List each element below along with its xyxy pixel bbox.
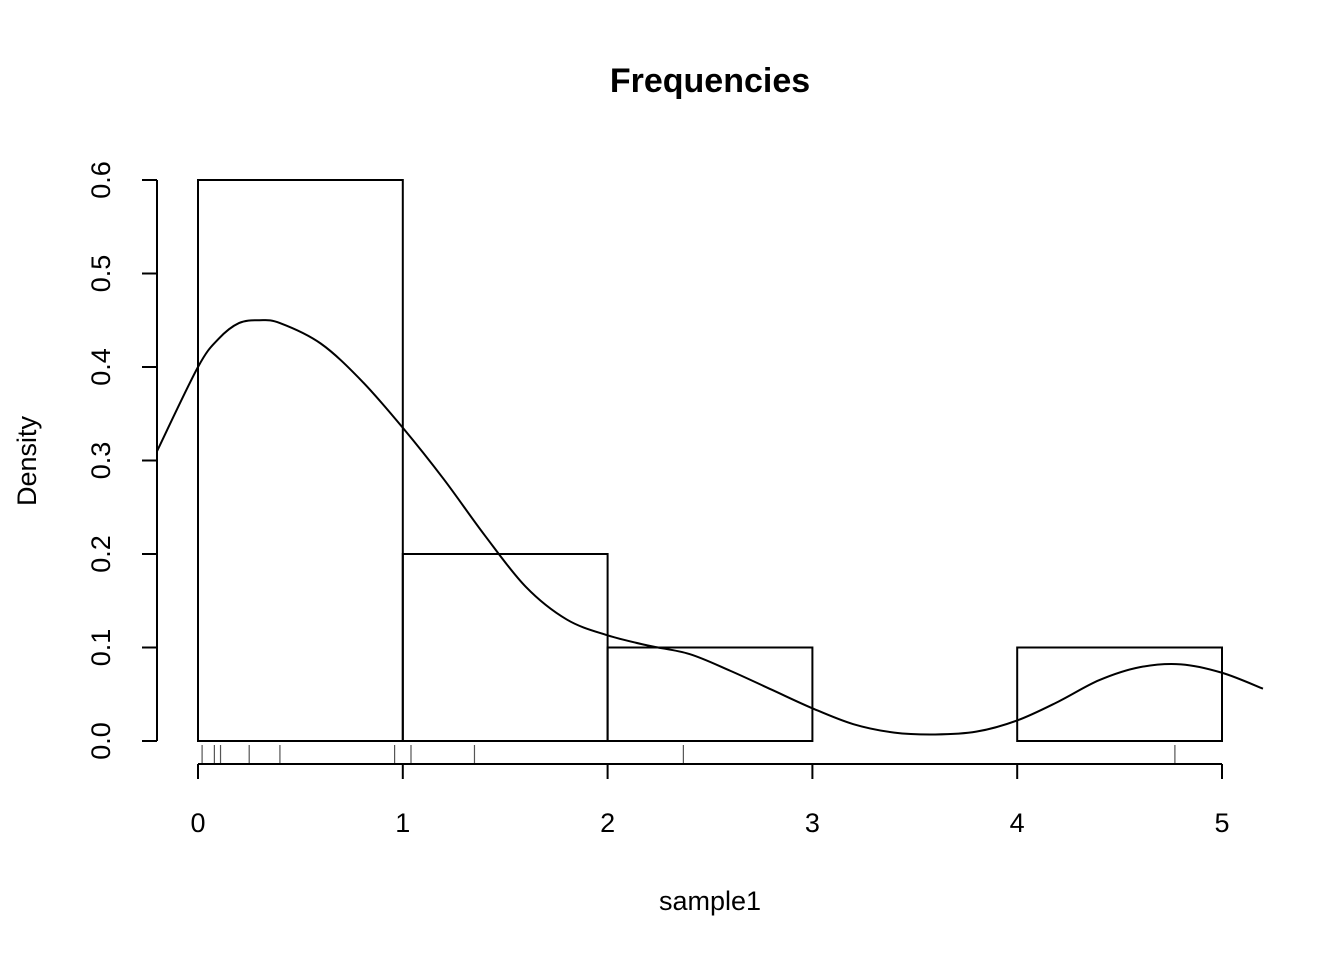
y-tick-label: 0.2 — [86, 535, 116, 573]
x-tick-label: 1 — [395, 808, 410, 838]
x-tick-label: 3 — [805, 808, 820, 838]
y-tick-label: 0.0 — [86, 722, 116, 760]
y-tick-label: 0.4 — [86, 348, 116, 386]
y-tick-label: 0.5 — [86, 255, 116, 293]
y-tick-label: 0.6 — [86, 161, 116, 199]
x-tick-label: 2 — [600, 808, 615, 838]
x-axis-label: sample1 — [659, 886, 761, 916]
x-tick-label: 0 — [190, 808, 205, 838]
density-curve-layer — [157, 319, 1264, 736]
y-tick-label: 0.3 — [86, 442, 116, 480]
y-axis: 0.0 0.1 0.2 0.3 0.4 0.5 0.6 — [86, 161, 158, 760]
x-tick-label: 5 — [1214, 808, 1229, 838]
histogram-bar — [1016, 646, 1224, 742]
histogram-bar — [606, 646, 814, 742]
rug-marks — [201, 745, 1176, 764]
histogram-bar — [197, 179, 404, 742]
histogram-bars — [197, 179, 1224, 742]
histogram-bar — [401, 553, 609, 742]
density-curve — [157, 319, 1264, 736]
x-tick-label: 4 — [1010, 808, 1025, 838]
y-axis-label: Density — [12, 415, 42, 506]
y-tick-label: 0.1 — [86, 629, 116, 667]
chart-title: Frequencies — [610, 62, 810, 100]
x-axis: 0 1 2 3 4 5 — [190, 763, 1230, 838]
